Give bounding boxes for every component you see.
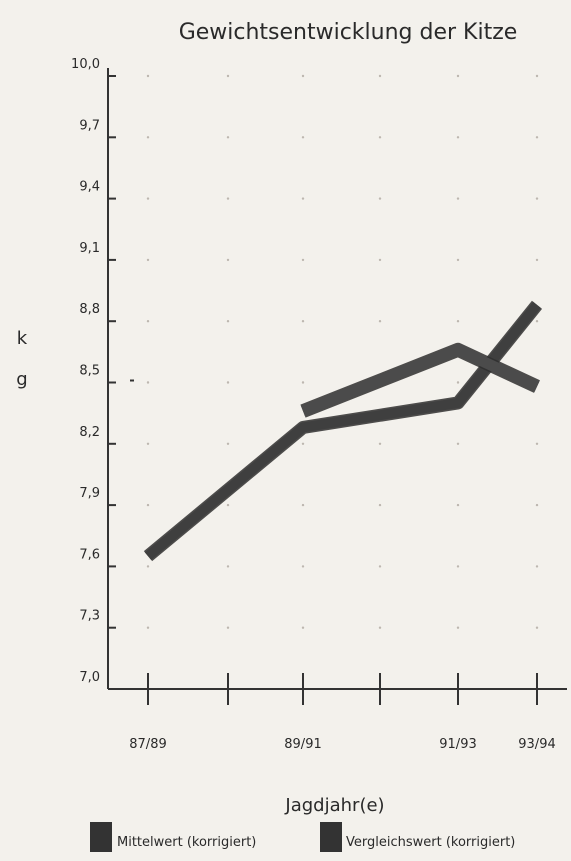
y-axis-label-line-2: g [16,369,27,390]
grid-dot-6-4 [457,320,459,322]
grid-dot-1-4 [457,627,459,629]
grid-dot-9-5 [536,136,538,138]
chart-title: Gewichtsentwicklung der Kitze [179,20,518,45]
grid-dot-10-2 [302,75,304,77]
grid-dot-9-0 [147,136,149,138]
legend: Mittelwert (korrigiert) Vergleichswert (k… [90,822,515,852]
grid-dot-6-0 [147,320,149,322]
grid-dot-10-5 [536,75,538,77]
y-tick-label-2: 7,6 [79,547,100,562]
series-0-line [148,305,537,556]
grid-dot-4-1 [227,443,229,445]
grid-dot-2-3 [379,565,381,567]
grid-dot-9-2 [302,136,304,138]
grid-dot-8-5 [536,197,538,199]
grid-dot-2-2 [302,565,304,567]
grid-dot-6-5 [536,320,538,322]
x-tick-label-0: 87/89 [129,737,166,752]
grid-dot-7-0 [147,259,149,261]
grid-dot-10-3 [379,75,381,77]
grid-dot-3-2 [302,504,304,506]
grid-dot-10-0 [147,75,149,77]
x-tick-layer: 87/89 89/91 91/93 93/94 [129,673,555,752]
grid-dot-4-4 [457,443,459,445]
grid-dot-8-2 [302,197,304,199]
grid-dot-2-5 [536,565,538,567]
grid-dot-1-0 [147,627,149,629]
grid-dot-1-3 [379,627,381,629]
grid-dot-9-4 [457,136,459,138]
grid-dot-3-3 [379,504,381,506]
grid-dot-4-3 [379,443,381,445]
grid-dot-7-4 [457,259,459,261]
y-tick-label-1: 7,3 [79,609,100,624]
y-tick-layer: 7,0 7,3 7,6 7,9 8,2 8,5 8,8 9,1 9,4 9,7 10,0 [71,57,116,689]
grid-dot-10-4 [457,75,459,77]
x-tick-label-2: 91/93 [439,737,476,752]
grid-dot-7-5 [536,259,538,261]
grid-dot-1-1 [227,627,229,629]
grid-dot-3-0 [147,504,149,506]
y-tick-label-9: 9,7 [79,118,100,133]
grid-dot-3-1 [227,504,229,506]
y-tick-label-3: 7,9 [79,486,100,501]
grid-dot-5-0 [147,381,149,383]
x-tick-label-3: 93/94 [518,737,555,752]
y-tick-label-10: 10,0 [71,57,100,72]
grid-dot-10-1 [227,75,229,77]
grid-dot-8-1 [227,197,229,199]
grid-dot-6-3 [379,320,381,322]
grid-dot-4-2 [302,443,304,445]
y-tick-label-5: 8,5 [79,364,100,379]
grid-dot-7-2 [302,259,304,261]
y-tick-label-8: 9,4 [79,180,100,195]
grid-dot-1-2 [302,627,304,629]
grid-dot-2-4 [457,565,459,567]
y-axis-label-line-1: k [17,328,28,349]
axes-layer [108,68,567,689]
grid-dot-5-2 [302,381,304,383]
grid-dot-7-1 [227,259,229,261]
grid-dot-5-1 [227,381,229,383]
x-axis-label: Jagdjahr(e) [284,795,384,816]
legend-label-0: Mittelwert (korrigiert) [117,835,256,850]
grid-dot-2-1 [227,565,229,567]
grid-dot-1-5 [536,627,538,629]
y-tick-label-4: 8,2 [79,425,100,440]
grid-dot-3-4 [457,504,459,506]
grid-dot-6-1 [227,320,229,322]
grid-dot-9-3 [379,136,381,138]
grid-dot-3-5 [536,504,538,506]
grid-dot-5-4 [457,381,459,383]
grid-dot-4-0 [147,443,149,445]
grid-dot-6-2 [302,320,304,322]
grid-dot-4-5 [536,443,538,445]
grid-dot-8-4 [457,197,459,199]
series-layer [148,305,537,557]
x-tick-label-1: 89/91 [284,737,321,752]
y-axis-label-group: k g [16,328,28,390]
y-tick-label-6: 8,8 [79,302,100,317]
series-1-line [303,350,537,411]
series-0-line-shadow [148,305,537,556]
legend-swatch-0 [90,822,112,852]
grid-dot-9-1 [227,136,229,138]
legend-swatch-1 [320,822,342,852]
grid-dot-8-3 [379,197,381,199]
grid-dot-2-0 [147,565,149,567]
grid-dot-8-0 [147,197,149,199]
y-tick-label-0: 7,0 [79,670,100,685]
grid-dot-7-3 [379,259,381,261]
legend-label-1: Vergleichswert (korrigiert) [346,835,515,850]
y-tick-label-7: 9,1 [79,241,100,256]
